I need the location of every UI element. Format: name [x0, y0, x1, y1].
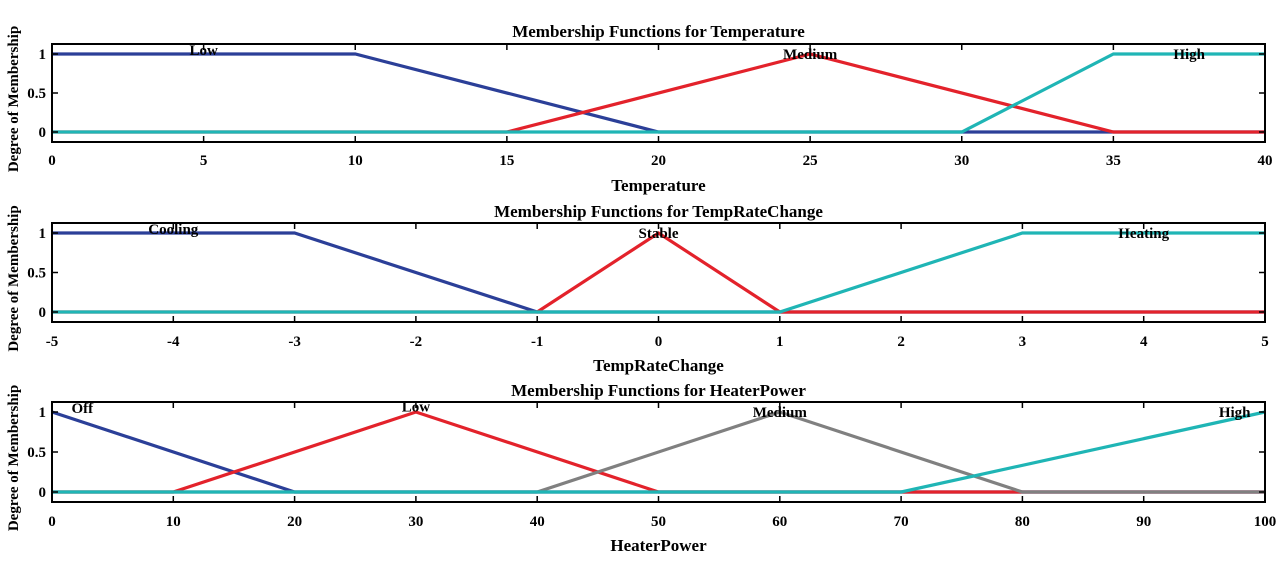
- y-tick-label-0-0: 0: [39, 125, 47, 141]
- y-tick-label-2-2: 1: [39, 405, 47, 421]
- x-tick-label-1-0: -5: [46, 334, 59, 350]
- x-axis-label-1: TempRateChange: [593, 356, 724, 375]
- mf-label-off-2: Off: [71, 401, 94, 417]
- x-tick-label-0-1: 5: [200, 153, 208, 169]
- x-tick-label-1-6: 1: [776, 334, 784, 350]
- mf-label-medium-2: Medium: [753, 405, 808, 421]
- y-tick-label-2-1: 0.5: [27, 445, 46, 461]
- x-tick-label-2-0: 0: [48, 514, 56, 530]
- x-tick-label-2-5: 50: [651, 514, 666, 530]
- x-tick-label-0-6: 30: [954, 153, 969, 169]
- y-axis-label-2: Degree of Membership: [6, 385, 22, 531]
- y-axis-label-1: Degree of Membership: [6, 205, 22, 351]
- y-tick-label-0-1: 0.5: [27, 86, 46, 102]
- series-line-cooling-1: [52, 231, 1265, 314]
- chart-title-1: Membership Functions for TempRateChange: [494, 202, 823, 221]
- x-tick-label-2-1: 10: [166, 514, 181, 530]
- x-tick-label-1-7: 2: [897, 334, 905, 350]
- x-tick-label-0-8: 40: [1258, 153, 1273, 169]
- mf-label-medium-0: Medium: [783, 47, 838, 63]
- x-tick-label-1-9: 4: [1140, 334, 1148, 350]
- series-line-high-2: [52, 410, 1266, 494]
- x-tick-label-1-3: -2: [410, 334, 423, 350]
- x-tick-label-2-7: 70: [894, 514, 909, 530]
- x-tick-label-0-3: 15: [499, 153, 514, 169]
- x-tick-label-1-4: -1: [531, 334, 544, 350]
- chart-title-2: Membership Functions for HeaterPower: [511, 381, 806, 400]
- x-tick-label-2-3: 30: [408, 514, 423, 530]
- x-tick-label-1-2: -3: [288, 334, 301, 350]
- series-line-high-0: [52, 52, 1265, 134]
- x-tick-label-0-5: 25: [803, 153, 818, 169]
- mf-label-cooling-1: Cooling: [148, 222, 199, 238]
- y-tick-label-2-0: 0: [39, 485, 47, 501]
- mf-label-stable-1: Stable: [638, 226, 678, 242]
- mf-label-low-2: Low: [402, 399, 431, 415]
- x-tick-label-2-10: 100: [1254, 514, 1277, 530]
- series-line-stable-1: [52, 231, 1265, 314]
- x-tick-label-2-6: 60: [772, 514, 787, 530]
- x-tick-label-0-0: 0: [48, 153, 56, 169]
- x-tick-label-1-5: 0: [655, 334, 663, 350]
- x-tick-label-2-8: 80: [1015, 514, 1030, 530]
- chart-title-0: Membership Functions for Temperature: [512, 22, 805, 41]
- mf-label-high-2: High: [1219, 405, 1251, 421]
- y-tick-label-1-0: 0: [39, 305, 47, 321]
- x-tick-label-0-2: 10: [348, 153, 363, 169]
- mf-label-low-0: Low: [189, 43, 218, 59]
- x-axis-label-2: HeaterPower: [610, 536, 707, 555]
- series-line-heating-1: [52, 231, 1265, 314]
- x-tick-label-1-10: 5: [1261, 334, 1269, 350]
- series-line-medium-0: [52, 52, 1265, 134]
- x-tick-label-0-4: 20: [651, 153, 666, 169]
- y-tick-label-0-2: 1: [39, 47, 47, 63]
- x-axis-label-0: Temperature: [611, 176, 706, 195]
- y-tick-label-1-2: 1: [39, 226, 47, 242]
- x-tick-label-2-9: 90: [1136, 514, 1151, 530]
- y-axis-label-0: Degree of Membership: [6, 26, 22, 172]
- x-tick-label-0-7: 35: [1106, 153, 1121, 169]
- mf-label-heating-1: Heating: [1118, 226, 1169, 242]
- x-tick-label-2-4: 40: [530, 514, 545, 530]
- x-tick-label-2-2: 20: [287, 514, 302, 530]
- y-tick-label-1-1: 0.5: [27, 266, 46, 282]
- x-tick-label-1-8: 3: [1019, 334, 1027, 350]
- x-tick-label-1-1: -4: [167, 334, 180, 350]
- mf-label-high-0: High: [1173, 47, 1205, 63]
